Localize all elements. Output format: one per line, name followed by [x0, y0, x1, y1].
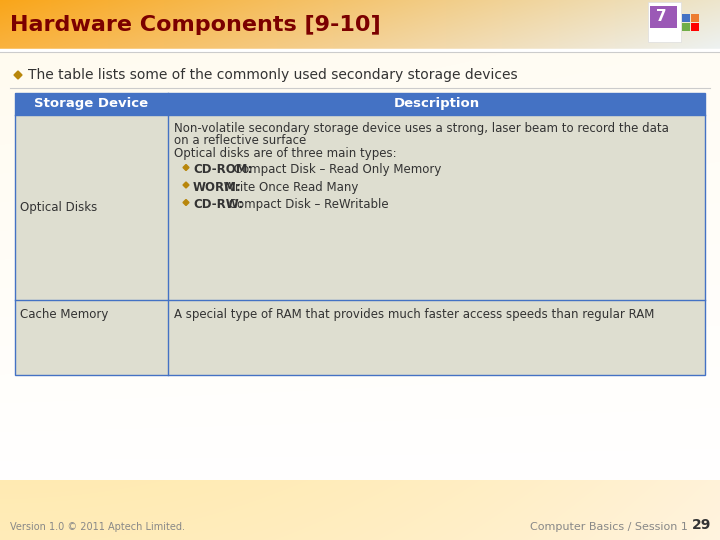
Text: The table lists some of the commonly used secondary storage devices: The table lists some of the commonly use…	[28, 68, 518, 82]
Polygon shape	[14, 71, 22, 79]
Text: 7: 7	[656, 9, 667, 24]
Text: Non-volatile secondary storage device uses a strong, laser beam to record the da: Non-volatile secondary storage device us…	[174, 122, 669, 135]
Bar	[682, 14, 690, 22]
Bar	[648, 2, 681, 42]
Bar	[691, 23, 699, 31]
Bar	[682, 23, 690, 31]
Text: Write Once Read Many: Write Once Read Many	[220, 181, 358, 194]
Text: Compact Disk – ReWritable: Compact Disk – ReWritable	[225, 198, 388, 211]
Text: Storage Device: Storage Device	[35, 98, 148, 111]
Text: Computer Basics / Session 1: Computer Basics / Session 1	[530, 522, 688, 532]
Text: Hardware Components [9-10]: Hardware Components [9-10]	[10, 15, 381, 35]
Text: Cache Memory: Cache Memory	[20, 308, 109, 321]
Polygon shape	[183, 165, 189, 171]
Text: CD-RW:: CD-RW:	[193, 198, 243, 211]
Bar	[15, 93, 705, 115]
Polygon shape	[183, 182, 189, 188]
Text: Version 1.0 © 2011 Aptech Limited.: Version 1.0 © 2011 Aptech Limited.	[10, 522, 185, 532]
Text: Description: Description	[393, 98, 480, 111]
Text: CD-ROM:: CD-ROM:	[193, 163, 253, 176]
Text: 29: 29	[692, 518, 711, 532]
Text: A special type of RAM that provides much faster access speeds than regular RAM: A special type of RAM that provides much…	[174, 308, 654, 321]
Text: WORM:: WORM:	[193, 181, 242, 194]
Text: Optical Disks: Optical Disks	[20, 201, 97, 214]
Text: on a reflective surface: on a reflective surface	[174, 134, 306, 147]
Text: Optical disks are of three main types:: Optical disks are of three main types:	[174, 147, 397, 160]
Text: Compact Disk – Read Only Memory: Compact Disk – Read Only Memory	[230, 163, 441, 176]
Bar	[650, 6, 677, 28]
Bar	[15, 300, 705, 375]
Polygon shape	[183, 199, 189, 206]
Bar	[691, 14, 699, 22]
Bar	[15, 115, 705, 300]
Bar	[15, 93, 705, 375]
